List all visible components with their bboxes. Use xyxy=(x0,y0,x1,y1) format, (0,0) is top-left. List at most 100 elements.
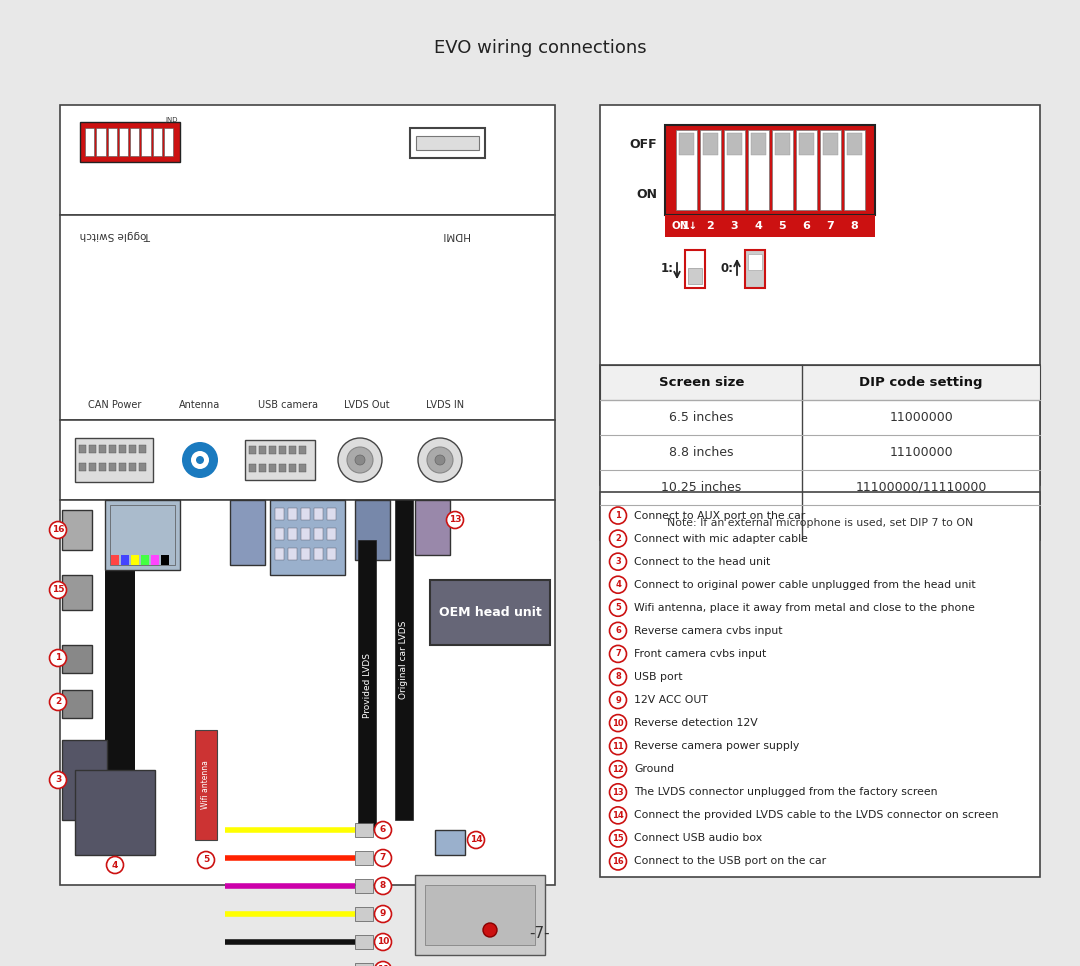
Bar xyxy=(249,464,256,472)
Text: 0:: 0: xyxy=(720,263,733,275)
Text: DIP code setting: DIP code setting xyxy=(860,376,983,389)
Circle shape xyxy=(198,851,215,868)
Bar xyxy=(798,133,813,155)
Circle shape xyxy=(195,456,204,464)
Text: 7: 7 xyxy=(826,221,834,231)
Bar xyxy=(600,365,1040,540)
Circle shape xyxy=(609,554,626,570)
Bar xyxy=(416,136,480,150)
Text: 7: 7 xyxy=(616,649,621,659)
Bar xyxy=(230,500,265,565)
Bar xyxy=(131,555,139,565)
Circle shape xyxy=(446,512,463,528)
Bar xyxy=(357,540,376,830)
Bar xyxy=(327,548,336,560)
Bar xyxy=(129,463,136,471)
Circle shape xyxy=(347,447,373,473)
Bar xyxy=(355,879,373,893)
Text: Wifi antenna: Wifi antenna xyxy=(202,760,211,810)
Bar xyxy=(60,105,555,215)
Bar xyxy=(60,215,555,420)
Bar xyxy=(430,580,550,645)
Bar xyxy=(80,122,180,162)
Bar xyxy=(110,505,175,565)
Bar xyxy=(105,500,180,570)
Bar xyxy=(665,215,875,237)
Bar xyxy=(62,510,92,550)
Bar xyxy=(327,528,336,540)
Bar xyxy=(700,130,720,210)
Bar xyxy=(275,508,284,520)
Bar xyxy=(355,963,373,966)
Text: Note: If an external microphone is used, set DIP 7 to ON: Note: If an external microphone is used,… xyxy=(666,518,973,527)
Text: 13: 13 xyxy=(449,516,461,525)
Text: ON: ON xyxy=(636,188,657,202)
Text: 1: 1 xyxy=(55,654,62,663)
Text: Connect USB audio box: Connect USB audio box xyxy=(634,834,762,843)
Text: Connect with mic adapter cable: Connect with mic adapter cable xyxy=(634,533,808,544)
Bar xyxy=(355,935,373,949)
Bar xyxy=(288,508,297,520)
Bar xyxy=(675,130,697,210)
Circle shape xyxy=(427,447,453,473)
Text: -7-: -7- xyxy=(529,925,551,941)
Bar xyxy=(139,463,146,471)
Text: 2: 2 xyxy=(616,534,621,543)
Text: 10: 10 xyxy=(377,937,389,947)
Text: 5: 5 xyxy=(203,856,210,865)
Bar xyxy=(843,130,864,210)
Bar xyxy=(130,128,139,156)
Text: 6.5 inches: 6.5 inches xyxy=(669,411,733,424)
Circle shape xyxy=(50,772,67,788)
Bar xyxy=(355,851,373,865)
Bar xyxy=(79,463,86,471)
Circle shape xyxy=(375,905,391,923)
Circle shape xyxy=(50,582,67,599)
Text: 15: 15 xyxy=(52,585,64,594)
Bar xyxy=(823,133,837,155)
Bar xyxy=(85,128,94,156)
Text: EVO wiring connections: EVO wiring connections xyxy=(434,39,646,57)
Circle shape xyxy=(375,933,391,951)
Circle shape xyxy=(609,622,626,639)
Text: LVDS Out: LVDS Out xyxy=(345,400,390,410)
Text: OFF: OFF xyxy=(630,138,657,152)
Bar xyxy=(259,446,266,454)
Text: 11: 11 xyxy=(612,742,624,751)
Bar xyxy=(771,130,793,210)
Bar xyxy=(279,464,286,472)
Bar xyxy=(105,570,135,815)
Text: 13: 13 xyxy=(612,788,624,797)
Circle shape xyxy=(609,853,626,870)
Text: 6: 6 xyxy=(380,826,387,835)
Text: Original car LVDS: Original car LVDS xyxy=(400,621,408,699)
Text: 10.25 inches: 10.25 inches xyxy=(661,481,741,494)
Bar xyxy=(435,830,465,855)
Bar xyxy=(119,445,126,453)
Text: 12V ACC OUT: 12V ACC OUT xyxy=(634,695,707,705)
Bar xyxy=(820,130,840,210)
Text: 11100000: 11100000 xyxy=(890,446,953,459)
Bar xyxy=(415,500,450,555)
Bar xyxy=(151,555,159,565)
Text: 8: 8 xyxy=(850,221,858,231)
Bar xyxy=(685,250,705,288)
Circle shape xyxy=(609,692,626,708)
Bar xyxy=(119,128,129,156)
Bar xyxy=(245,440,315,480)
Bar xyxy=(269,464,276,472)
Circle shape xyxy=(107,857,123,873)
Bar xyxy=(600,365,1040,400)
Text: 16: 16 xyxy=(52,526,64,534)
Bar xyxy=(269,446,276,454)
Circle shape xyxy=(375,821,391,838)
Text: JND: JND xyxy=(165,117,178,123)
Circle shape xyxy=(435,455,445,465)
Bar xyxy=(259,464,266,472)
Bar xyxy=(355,907,373,921)
Circle shape xyxy=(609,599,626,616)
Bar xyxy=(141,128,150,156)
Text: 16: 16 xyxy=(612,857,624,866)
Text: 12: 12 xyxy=(612,765,624,774)
Bar xyxy=(600,105,1040,485)
